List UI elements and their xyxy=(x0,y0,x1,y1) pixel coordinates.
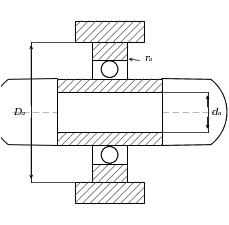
Polygon shape xyxy=(74,21,144,43)
Polygon shape xyxy=(92,164,126,182)
Circle shape xyxy=(101,62,117,78)
Circle shape xyxy=(101,147,117,163)
Text: Dₐ: Dₐ xyxy=(14,108,26,117)
Polygon shape xyxy=(92,43,126,61)
Circle shape xyxy=(101,62,117,78)
Text: rₐ: rₐ xyxy=(144,54,152,63)
Polygon shape xyxy=(92,61,126,79)
Polygon shape xyxy=(92,146,126,164)
Polygon shape xyxy=(57,132,161,146)
Polygon shape xyxy=(74,182,144,204)
Polygon shape xyxy=(57,93,161,132)
Circle shape xyxy=(101,147,117,163)
Polygon shape xyxy=(57,79,161,93)
Text: dₐ: dₐ xyxy=(211,108,221,117)
